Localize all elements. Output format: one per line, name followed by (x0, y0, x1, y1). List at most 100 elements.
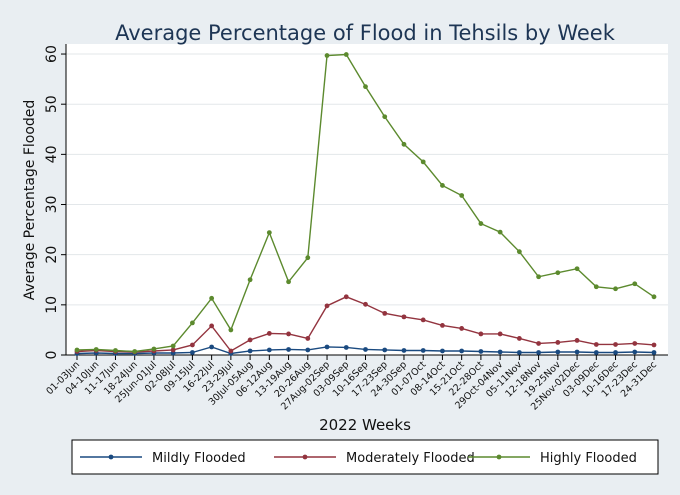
data-point-mildly-flooded (555, 349, 561, 355)
legend-box (71, 439, 659, 475)
data-point-highly-flooded (536, 274, 541, 280)
legend-marker-mildly-flooded (108, 454, 114, 460)
data-point-highly-flooded (266, 230, 272, 236)
data-point-highly-flooded (305, 255, 311, 261)
data-point-mildly-flooded (613, 350, 618, 355)
data-point-mildly-flooded (209, 344, 215, 350)
grid-lines (66, 53, 668, 306)
data-point-moderately-flooded (555, 340, 561, 345)
y-tick-label: 30 (44, 196, 60, 214)
data-point-mildly-flooded (401, 348, 407, 353)
y-tick-label: 0 (44, 351, 60, 360)
data-point-highly-flooded (440, 183, 445, 188)
data-point-highly-flooded (286, 279, 291, 285)
data-point-moderately-flooded (401, 314, 407, 320)
data-point-moderately-flooded (420, 317, 426, 323)
data-point-moderately-flooded (593, 342, 599, 347)
data-point-highly-flooded (93, 347, 99, 352)
data-point-highly-flooded (420, 159, 426, 165)
y-ticks: 0 10 20 30 40 50 60 (44, 45, 66, 359)
data-point-mildly-flooded (382, 347, 388, 353)
data-point-highly-flooded (632, 281, 638, 287)
data-point-moderately-flooded (516, 336, 522, 341)
plot-area (66, 44, 668, 355)
data-point-moderately-flooded (228, 348, 234, 354)
data-point-moderately-flooded (478, 331, 484, 337)
data-point-mildly-flooded (651, 350, 657, 355)
data-point-mildly-flooded (497, 349, 503, 355)
data-point-moderately-flooded (632, 341, 638, 346)
data-point-moderately-flooded (574, 338, 580, 343)
data-point-moderately-flooded (170, 347, 176, 353)
data-point-highly-flooded (593, 284, 599, 290)
data-point-moderately-flooded (343, 294, 349, 300)
y-axis-label: Average Percentage Flooded (22, 100, 38, 301)
data-point-moderately-flooded (651, 342, 657, 348)
data-point-mildly-flooded (343, 345, 349, 350)
data-point-highly-flooded (555, 270, 561, 276)
legend-label-mildly-flooded: Mildly Flooded (152, 451, 246, 466)
data-point-moderately-flooded (440, 323, 445, 328)
data-point-moderately-flooded (536, 341, 541, 346)
data-point-moderately-flooded (305, 336, 311, 341)
data-point-mildly-flooded (536, 350, 541, 355)
data-point-highly-flooded (190, 320, 195, 326)
data-point-mildly-flooded (574, 349, 580, 355)
y-tick-label: 60 (44, 45, 60, 63)
data-point-mildly-flooded (286, 347, 291, 352)
legend-label-moderately-flooded: Moderately Flooded (346, 451, 475, 466)
data-point-mildly-flooded (593, 350, 599, 355)
data-point-highly-flooded (74, 347, 80, 353)
data-point-highly-flooded (170, 343, 176, 349)
data-point-moderately-flooded (382, 310, 388, 316)
y-tick-label: 40 (44, 145, 60, 163)
data-point-mildly-flooded (324, 344, 330, 350)
data-point-mildly-flooded (190, 350, 195, 355)
data-point-mildly-flooded (440, 348, 445, 354)
data-point-mildly-flooded (420, 348, 426, 353)
data-point-highly-flooded (209, 295, 215, 301)
data-point-highly-flooded (247, 277, 253, 283)
data-point-mildly-flooded (363, 347, 368, 352)
legend-marker-moderately-flooded (302, 454, 308, 460)
data-point-moderately-flooded (324, 303, 330, 309)
series-layer (74, 52, 657, 356)
data-point-moderately-flooded (247, 337, 253, 343)
data-point-moderately-flooded (459, 326, 465, 331)
data-point-highly-flooded (478, 221, 484, 226)
data-point-moderately-flooded (286, 331, 291, 337)
data-point-highly-flooded (132, 349, 138, 354)
data-point-mildly-flooded (266, 347, 272, 353)
legend-marker-highly-flooded (496, 454, 502, 460)
data-point-mildly-flooded (632, 349, 638, 355)
x-axis-label: 2022 Weeks (319, 416, 411, 434)
data-point-highly-flooded (497, 229, 503, 235)
data-point-moderately-flooded (363, 301, 368, 307)
data-point-highly-flooded (382, 114, 388, 120)
data-point-highly-flooded (324, 53, 330, 58)
data-point-highly-flooded (401, 141, 407, 147)
data-point-highly-flooded (228, 327, 234, 333)
data-point-moderately-flooded (613, 342, 618, 347)
data-point-moderately-flooded (266, 331, 272, 336)
data-point-highly-flooded (651, 294, 657, 300)
data-point-mildly-flooded (247, 348, 253, 354)
data-point-mildly-flooded (478, 349, 484, 354)
y-tick-label: 50 (44, 95, 60, 113)
data-point-moderately-flooded (190, 342, 195, 348)
data-point-highly-flooded (363, 84, 368, 90)
legend-label-highly-flooded: Highly Flooded (540, 451, 637, 466)
data-point-highly-flooded (613, 286, 618, 292)
data-point-highly-flooded (459, 193, 465, 198)
data-point-highly-flooded (343, 52, 349, 57)
data-point-moderately-flooded (497, 331, 503, 337)
chart-title: Average Percentage of Flood in Tehsils b… (115, 21, 616, 45)
data-point-highly-flooded (516, 249, 522, 255)
data-point-mildly-flooded (516, 350, 522, 355)
legend: Mildly Flooded Moderately Flooded Highly F… (80, 451, 637, 466)
y-tick-label: 10 (44, 296, 60, 314)
y-tick-label: 20 (44, 246, 60, 264)
data-point-highly-flooded (151, 346, 157, 352)
data-point-mildly-flooded (305, 347, 311, 353)
